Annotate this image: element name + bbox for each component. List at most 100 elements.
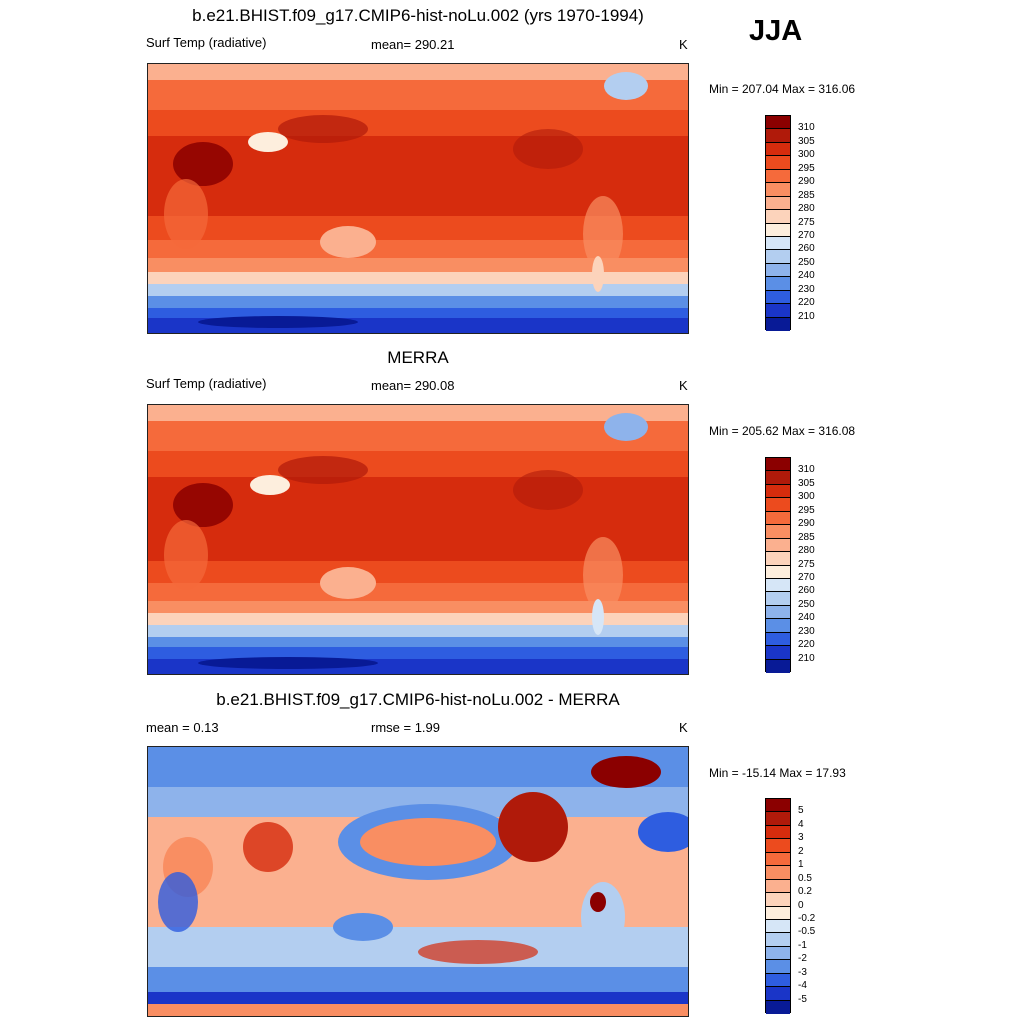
colorbar-box [766,619,790,632]
colorbar-tick-label: 260 [798,244,815,254]
colorbar-box [766,660,790,673]
colorbar-box [766,170,790,183]
panel2-variable-label: Surf Temp (radiative) [146,376,266,391]
panel1-variable-label: Surf Temp (radiative) [146,35,266,50]
panel1-mean-label: mean= 290.21 [371,37,454,52]
panel1-units-label: K [679,37,688,52]
colorbar-box [766,498,790,511]
colorbar-box [766,893,790,906]
colorbar-box [766,156,790,169]
colorbar-box [766,143,790,156]
panel2-map [147,404,689,675]
colorbar-box [766,907,790,920]
colorbar-tick-label: 270 [798,231,815,241]
colorbar-tick-label: 250 [798,258,815,268]
colorbar-tick-label: 280 [798,546,815,556]
colorbar-box [766,539,790,552]
colorbar-box [766,277,790,290]
panel2-mean-label: mean= 290.08 [371,378,454,393]
colorbar-tick-label: 5 [798,806,804,816]
colorbar-box [766,933,790,946]
panel2-title: MERRA [147,348,689,368]
colorbar-tick-label: 275 [798,560,815,570]
colorbar-tick-label: 310 [798,123,815,133]
colorbar-tick-label: 230 [798,627,815,637]
colorbar-box [766,812,790,825]
colorbar-box [766,485,790,498]
colorbar-tick-label: 0.2 [798,887,812,897]
colorbar-tick-label: 220 [798,640,815,650]
colorbar-tick-label: -1 [798,941,807,951]
panel2-colorbar [765,457,791,672]
colorbar-tick-label: 285 [798,191,815,201]
colorbar-tick-label: -5 [798,995,807,1005]
colorbar-box [766,1001,790,1014]
colorbar-tick-label: 310 [798,465,815,475]
colorbar-tick-label: 275 [798,218,815,228]
colorbar-tick-label: 280 [798,204,815,214]
colorbar-tick-label: 230 [798,285,815,295]
panel3-colorbar [765,798,791,1013]
colorbar-box [766,987,790,1000]
colorbar-box [766,250,790,263]
panel2-units-label: K [679,378,688,393]
colorbar-box [766,592,790,605]
colorbar-tick-label: 240 [798,271,815,281]
colorbar-box [766,525,790,538]
panel3-rmse-label: rmse = 1.99 [371,720,440,735]
colorbar-box [766,183,790,196]
colorbar-box [766,633,790,646]
colorbar-box [766,947,790,960]
colorbar-tick-label: 270 [798,573,815,583]
colorbar-box [766,304,790,317]
colorbar-box [766,512,790,525]
colorbar-box [766,880,790,893]
colorbar-box [766,853,790,866]
colorbar-tick-label: 295 [798,506,815,516]
colorbar-box [766,129,790,142]
colorbar-tick-label: -0.5 [798,927,815,937]
colorbar-box [766,552,790,565]
colorbar-tick-label: 250 [798,600,815,610]
colorbar-tick-label: -3 [798,968,807,978]
colorbar-tick-label: 305 [798,479,815,489]
colorbar-box [766,920,790,933]
panel3-minmax: Min = -15.14 Max = 17.93 [709,766,846,780]
colorbar-tick-label: 300 [798,492,815,502]
colorbar-tick-label: -0.2 [798,914,815,924]
colorbar-box [766,471,790,484]
colorbar-tick-label: 290 [798,519,815,529]
colorbar-box [766,210,790,223]
panel3-map [147,746,689,1017]
colorbar-tick-label: 210 [798,312,815,322]
colorbar-box [766,960,790,973]
panel1-minmax: Min = 207.04 Max = 316.06 [709,82,855,96]
colorbar-tick-label: -2 [798,954,807,964]
colorbar-tick-label: 220 [798,298,815,308]
colorbar-tick-label: -4 [798,981,807,991]
colorbar-box [766,318,790,331]
colorbar-tick-label: 0 [798,901,804,911]
panel3-mean-label: mean = 0.13 [146,720,219,735]
colorbar-tick-label: 260 [798,586,815,596]
colorbar-box [766,866,790,879]
colorbar-tick-label: 3 [798,833,804,843]
colorbar-box [766,826,790,839]
colorbar-tick-label: 4 [798,820,804,830]
panel1-title: b.e21.BHIST.f09_g17.CMIP6-hist-noLu.002 … [147,6,689,26]
colorbar-box [766,839,790,852]
panel1-colorbar [765,115,791,330]
colorbar-tick-label: 0.5 [798,874,812,884]
colorbar-tick-label: 210 [798,654,815,664]
colorbar-tick-label: 285 [798,533,815,543]
colorbar-box [766,116,790,129]
colorbar-box [766,579,790,592]
colorbar-box [766,799,790,812]
panel2-minmax: Min = 205.62 Max = 316.08 [709,424,855,438]
colorbar-box [766,566,790,579]
colorbar-tick-label: 295 [798,164,815,174]
colorbar-box [766,458,790,471]
colorbar-box [766,646,790,659]
colorbar-tick-label: 290 [798,177,815,187]
panel3-title: b.e21.BHIST.f09_g17.CMIP6-hist-noLu.002 … [147,690,689,710]
